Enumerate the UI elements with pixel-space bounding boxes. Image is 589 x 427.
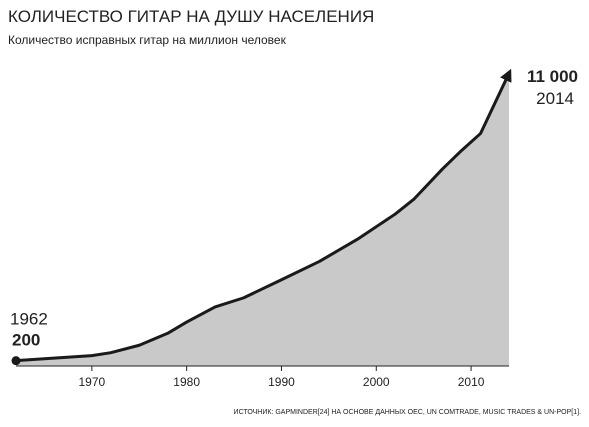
x-tick-label: 1980 — [173, 375, 200, 389]
source: ИСТОЧНИК: GAPMINDER[24] НА ОСНОВЕ ДАННЫХ… — [234, 409, 582, 416]
end-value: 11 000 — [527, 67, 578, 86]
start-dot — [11, 356, 21, 366]
chart-title: КОЛИЧЕСТВО ГИТАР НА ДУШУ НАСЕЛЕНИЯ — [8, 7, 374, 26]
x-tick-label: 1970 — [78, 375, 105, 389]
start-year: 1962 — [10, 310, 48, 329]
x-tick-label: 2000 — [363, 375, 390, 389]
x-tick-label: 1990 — [268, 375, 295, 389]
line — [15, 68, 512, 363]
x-tick-label: 2010 — [458, 375, 485, 389]
end-year: 2014 — [536, 89, 574, 108]
chart-subtitle: Количество исправных гитар на миллион че… — [8, 33, 287, 47]
area — [16, 73, 509, 366]
start-value: 200 — [12, 331, 40, 350]
